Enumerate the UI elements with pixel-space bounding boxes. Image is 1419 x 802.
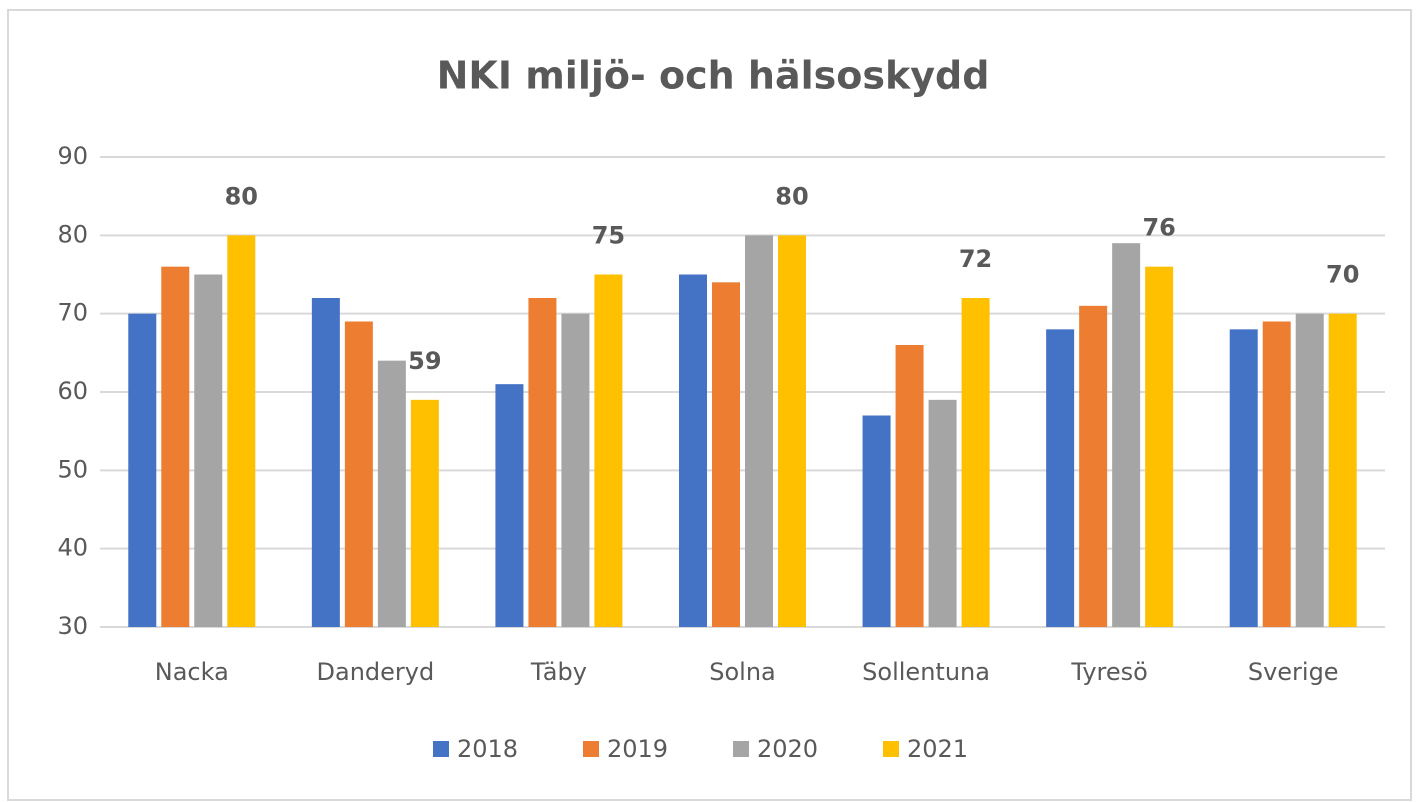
legend-label: 2021 — [907, 735, 968, 763]
bar — [495, 384, 524, 627]
data-label: 80 — [775, 182, 808, 210]
bar — [928, 399, 957, 627]
bar — [344, 321, 373, 627]
legend-label: 2018 — [457, 735, 518, 763]
bar — [1112, 243, 1141, 627]
bar — [161, 266, 190, 627]
bar — [128, 313, 157, 627]
bar — [1328, 313, 1357, 627]
bar — [862, 415, 891, 627]
bar — [1229, 329, 1258, 627]
x-tick-label: Nacka — [155, 658, 229, 686]
bar — [1145, 266, 1174, 627]
bar — [528, 298, 557, 627]
data-label: 76 — [1142, 214, 1175, 242]
bar — [1262, 321, 1291, 627]
x-tick-label: Danderyd — [317, 658, 435, 686]
legend-swatch — [733, 741, 749, 757]
legend-swatch — [583, 741, 599, 757]
bar — [1295, 313, 1324, 627]
y-tick-label: 80 — [57, 220, 88, 248]
bar — [712, 282, 740, 627]
x-tick-label: Täby — [530, 658, 587, 686]
bar — [194, 274, 223, 627]
bar — [895, 345, 924, 627]
y-tick-label: 60 — [57, 377, 88, 405]
bar — [1079, 305, 1108, 627]
y-tick-label: 90 — [57, 142, 88, 170]
y-tick-label: 50 — [57, 455, 88, 483]
y-tick-label: 40 — [57, 534, 88, 562]
bar — [561, 313, 590, 627]
x-tick-label: Solna — [709, 658, 776, 686]
bar — [377, 360, 406, 627]
data-label: 72 — [959, 245, 992, 273]
legend-label: 2020 — [757, 735, 818, 763]
bar — [961, 298, 990, 627]
bar — [679, 274, 707, 627]
x-tick-label: Sverige — [1248, 658, 1339, 686]
legend-swatch — [883, 741, 899, 757]
bar — [778, 235, 806, 628]
data-label: 80 — [225, 182, 258, 210]
legend-label: 2019 — [607, 735, 668, 763]
bar — [311, 298, 340, 627]
data-label: 75 — [592, 222, 625, 250]
bar — [1046, 329, 1075, 627]
chart-title: NKI miljö- och hälsoskydd — [437, 54, 990, 98]
data-label: 59 — [408, 347, 441, 375]
y-tick-label: 70 — [57, 299, 88, 327]
bar — [594, 274, 623, 627]
data-label: 70 — [1326, 261, 1359, 289]
x-tick-label: Tyresö — [1070, 658, 1147, 686]
x-tick-label: Sollentuna — [862, 658, 990, 686]
bar — [227, 235, 256, 628]
bar — [745, 235, 773, 628]
bar — [410, 399, 439, 627]
y-tick-label: 30 — [57, 612, 88, 640]
legend-swatch — [433, 741, 449, 757]
